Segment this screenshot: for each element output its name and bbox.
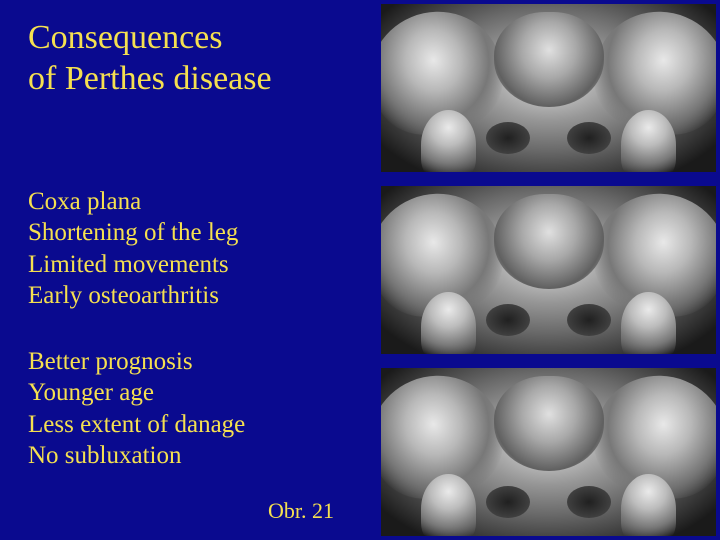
consequences-block: Coxa plana Shortening of the leg Limited… — [28, 186, 238, 311]
consequence-item: Coxa plana — [28, 186, 238, 217]
prognosis-item: Less extent of danage — [28, 409, 245, 440]
slide-title: Consequences of Perthes disease — [28, 18, 272, 100]
title-line-1: Consequences — [28, 19, 223, 56]
prognosis-item: Better prognosis — [28, 346, 245, 377]
figure-caption: Obr. 21 — [268, 498, 334, 524]
xray-column — [381, 4, 716, 536]
consequence-item: Early osteoarthritis — [28, 280, 238, 311]
consequence-item: Limited movements — [28, 249, 238, 280]
consequence-item: Shortening of the leg — [28, 217, 238, 248]
prognosis-block: Better prognosis Younger age Less extent… — [28, 346, 245, 471]
prognosis-item: No subluxation — [28, 440, 245, 471]
prognosis-item: Younger age — [28, 377, 245, 408]
xray-image-2 — [381, 186, 716, 354]
xray-image-3 — [381, 368, 716, 536]
xray-image-1 — [381, 4, 716, 172]
title-line-2: of Perthes disease — [28, 60, 272, 97]
